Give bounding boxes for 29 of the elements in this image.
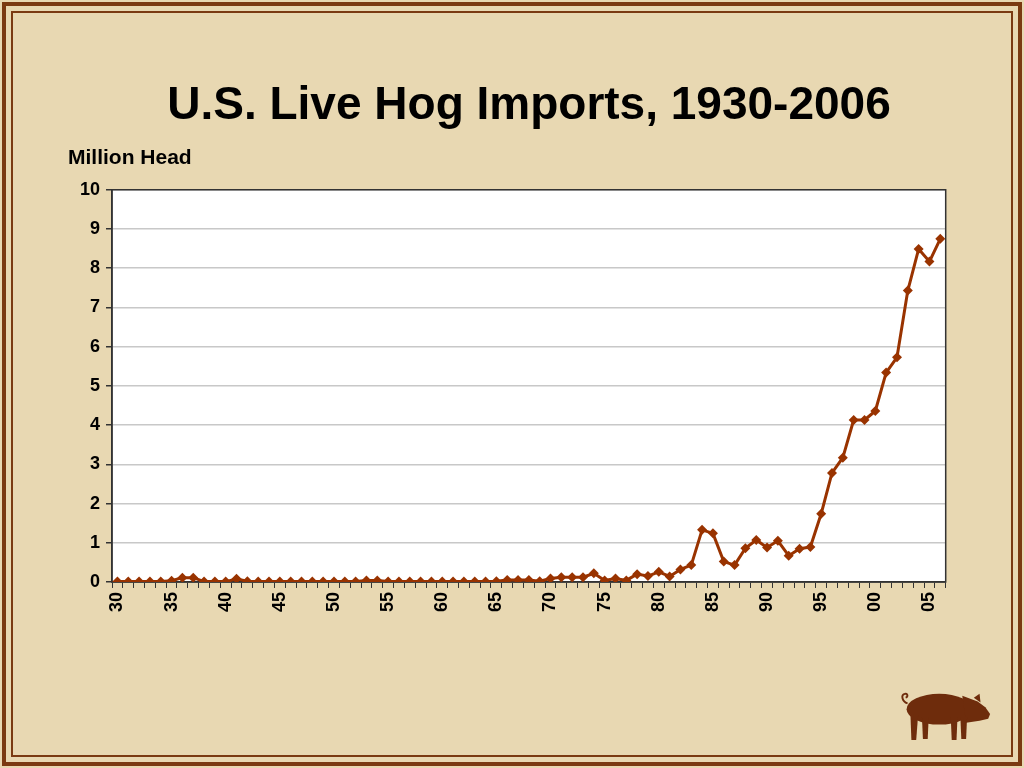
x-tick-label: 00	[864, 591, 885, 613]
x-tick-label: 50	[322, 591, 343, 613]
x-tick-label: 65	[485, 591, 506, 613]
x-tick-label: 70	[539, 591, 560, 613]
x-tick-label: 35	[160, 591, 181, 613]
y-tick-label: 1	[90, 531, 101, 552]
x-tick-label: 95	[810, 591, 831, 613]
x-tick-label: 75	[593, 591, 614, 613]
y-tick-label: 10	[79, 178, 101, 199]
x-tick-label: 80	[647, 591, 668, 613]
y-axis-title: Million Head	[68, 145, 192, 169]
y-tick-label: 6	[90, 335, 101, 356]
x-tick-label: 90	[756, 591, 777, 613]
x-tick-label: 85	[701, 591, 722, 613]
x-tick-label: 30	[106, 591, 127, 613]
x-tick-label: 60	[431, 591, 452, 613]
chart-title: U.S. Live Hog Imports, 1930-2006	[166, 76, 892, 130]
x-tick-label: 40	[214, 591, 235, 613]
y-tick-label: 0	[90, 570, 101, 591]
y-tick-label: 5	[90, 374, 101, 395]
y-tick-label: 4	[90, 414, 101, 435]
y-tick-label: 3	[90, 453, 101, 474]
y-tick-label: 9	[90, 217, 101, 238]
y-tick-label: 2	[90, 492, 101, 513]
x-tick-label: 55	[377, 591, 398, 613]
x-tick-label: 05	[918, 591, 939, 613]
y-tick-label: 7	[90, 296, 101, 317]
y-tick-label: 8	[90, 257, 101, 278]
x-tick-label: 45	[268, 591, 289, 613]
